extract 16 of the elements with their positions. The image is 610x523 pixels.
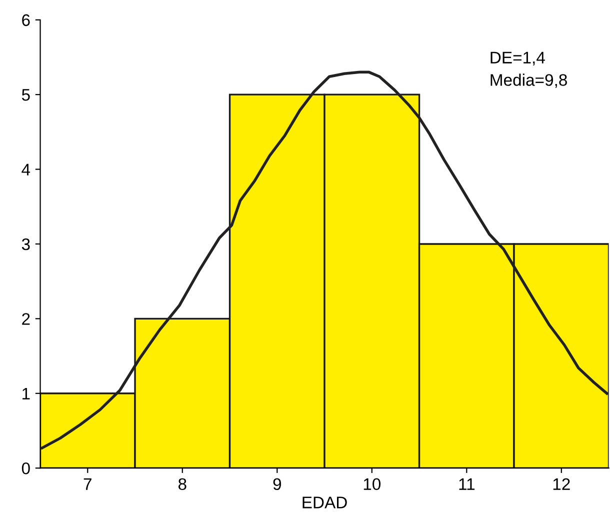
x-axis-title: EDAD: [302, 496, 347, 508]
y-tick-label: 5: [22, 89, 30, 101]
annotation: DE=1,4: [490, 52, 545, 66]
y-tick-label: 2: [22, 313, 30, 325]
x-tick-label: 8: [178, 478, 186, 490]
y-tick-label: 0: [22, 462, 30, 474]
x-tick-label: 9: [273, 478, 281, 490]
y-tick-label: 3: [22, 238, 30, 250]
x-tick-label: 7: [84, 478, 92, 490]
x-tick-label: 10: [364, 478, 381, 490]
y-tick-label: 1: [22, 388, 30, 400]
y-tick-label: 6: [22, 14, 30, 26]
y-tick-label: 4: [22, 164, 30, 176]
x-tick-label: 12: [553, 478, 570, 490]
annotation: Media=9,8: [490, 74, 567, 88]
x-tick-label: 11: [459, 478, 474, 490]
